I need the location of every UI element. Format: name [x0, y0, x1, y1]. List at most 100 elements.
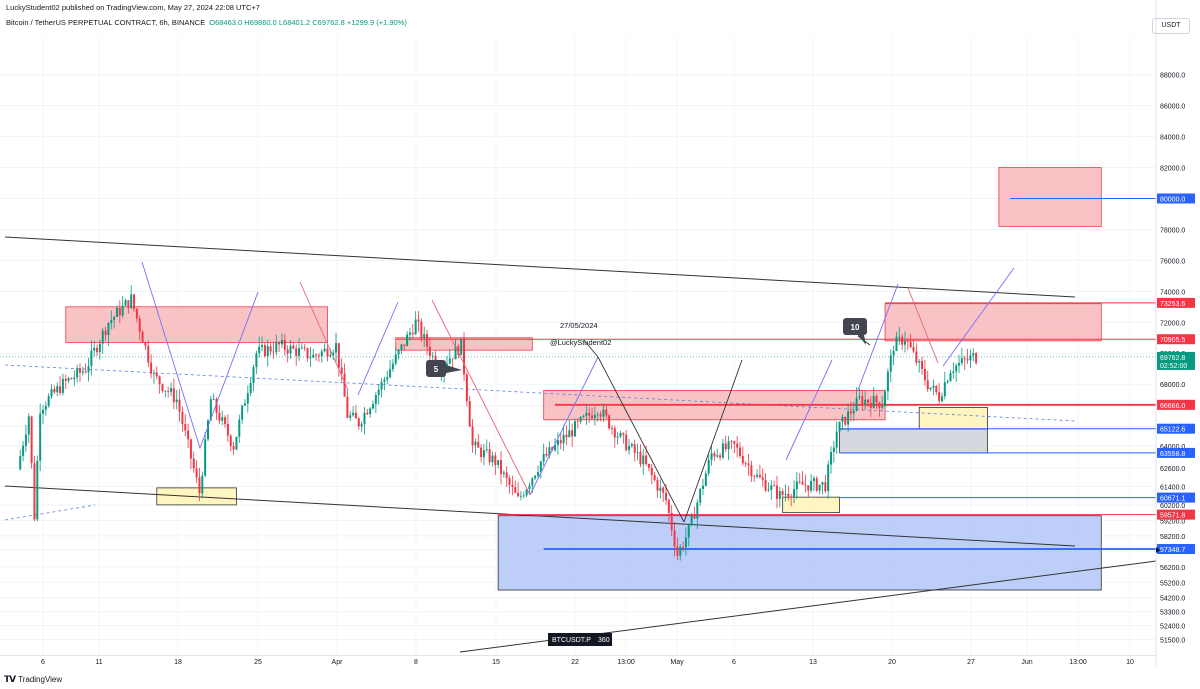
candle-body — [115, 308, 118, 317]
arrow-path — [431, 299, 531, 496]
candle-body — [323, 348, 326, 352]
candle-body — [64, 378, 67, 381]
candle-body — [744, 463, 747, 465]
candle-body — [716, 455, 719, 457]
symbol-tag-bg — [548, 633, 612, 646]
time-tick-label: 11 — [95, 659, 102, 666]
candle-body — [818, 484, 821, 491]
candle-body — [19, 455, 22, 470]
candle-body — [849, 411, 852, 414]
candle-body — [306, 348, 309, 359]
trend-line — [4, 236, 1076, 298]
candle-body — [653, 474, 656, 480]
candle-body — [155, 373, 158, 377]
candle-body — [238, 419, 241, 437]
candle-body — [781, 491, 784, 495]
candle-body — [36, 460, 39, 520]
candle-body — [198, 477, 201, 494]
candle-body — [454, 346, 457, 360]
candle-body — [224, 417, 227, 425]
candle-body — [901, 336, 904, 345]
candle-body — [369, 408, 372, 415]
price-label: 69762.8 — [1160, 355, 1185, 362]
candle-body — [110, 319, 113, 324]
candle-body — [539, 461, 542, 473]
candle-body — [352, 412, 355, 416]
candle-body — [619, 433, 622, 437]
symbol-tag-text: BTCUSDT.P — [552, 637, 591, 644]
candle-body — [938, 392, 941, 402]
price-label: 65122.6 — [1160, 427, 1185, 434]
candle-body — [750, 465, 753, 477]
candle-body — [613, 428, 616, 438]
candle-body — [758, 474, 761, 478]
candle-body — [519, 495, 522, 497]
price-tick-label: 76000.0 — [1160, 258, 1185, 265]
candle-body — [428, 346, 431, 356]
candle-body — [912, 347, 915, 352]
candle-body — [84, 371, 87, 373]
candle-body — [511, 484, 514, 488]
candle-body — [639, 452, 642, 465]
candle-body — [798, 481, 801, 483]
candle-body — [349, 415, 352, 418]
candle-body — [687, 525, 690, 538]
candle-body — [895, 336, 898, 352]
symbol-legend[interactable]: Bitcoin / TetherUS PERPETUAL CONTRACT, 6… — [6, 18, 407, 27]
candle-body — [867, 399, 869, 403]
scroll-right-icon — [1156, 547, 1160, 553]
price-tick-label: 68000.0 — [1160, 382, 1185, 389]
candle-body — [372, 404, 374, 409]
candle-body — [101, 330, 104, 344]
time-tick-label: 10 — [1126, 659, 1134, 666]
candle-body — [528, 485, 531, 490]
candle-body — [921, 361, 924, 369]
candle-body — [67, 378, 70, 381]
candle-body — [147, 345, 150, 363]
candle-body — [107, 323, 110, 335]
candle-body — [30, 416, 33, 464]
candle-body — [918, 361, 921, 363]
price-tick-label: 52400.0 — [1160, 624, 1185, 631]
candle-body — [408, 332, 411, 335]
candle-body — [608, 415, 611, 429]
candle-body — [465, 374, 468, 402]
candle-body — [78, 368, 81, 373]
candle-body — [633, 444, 636, 453]
candle-body — [579, 417, 582, 422]
candle-body — [241, 405, 244, 420]
candle-body — [303, 347, 306, 349]
candle-body — [684, 537, 687, 548]
candle-body — [289, 345, 292, 354]
candle-body — [650, 467, 653, 475]
candle-body — [96, 347, 99, 353]
zone-supply — [998, 167, 1102, 227]
candle-body — [915, 351, 918, 363]
candle-body — [204, 439, 207, 476]
currency-button[interactable]: USDT — [1152, 18, 1190, 34]
price-tick-label: 84000.0 — [1160, 135, 1185, 142]
candle-body — [599, 414, 602, 417]
price-label-bg — [1157, 509, 1195, 520]
candle-body — [389, 369, 392, 378]
time-axis[interactable]: 6 11 18 25 Apr 8 15 22 13:00 May 6 13 20 27 Jun 13:00 10 — [0, 655, 1156, 667]
candle-body — [605, 409, 608, 416]
candle-body — [935, 385, 938, 393]
candle-body — [184, 424, 187, 431]
candle-body — [784, 493, 787, 495]
candle-body — [721, 443, 724, 458]
badge-10-pointer — [858, 335, 866, 345]
candle-body — [70, 378, 73, 380]
time-tick-label: May — [670, 659, 684, 666]
candle-body — [875, 395, 878, 403]
footer-brand[interactable]: 𝗧𝗩 TradingView — [4, 674, 62, 685]
candle-body — [906, 341, 909, 342]
candle-body — [835, 431, 838, 448]
price-axis[interactable]: 51500.0 52400.0 53300.0 54200.0 55200.0 56200… — [1155, 0, 1200, 689]
candle-body — [872, 395, 875, 409]
price-tick-label: 82000.0 — [1160, 166, 1185, 173]
candle-body — [445, 363, 448, 367]
candle-body — [53, 389, 56, 393]
candle-body — [610, 428, 613, 429]
